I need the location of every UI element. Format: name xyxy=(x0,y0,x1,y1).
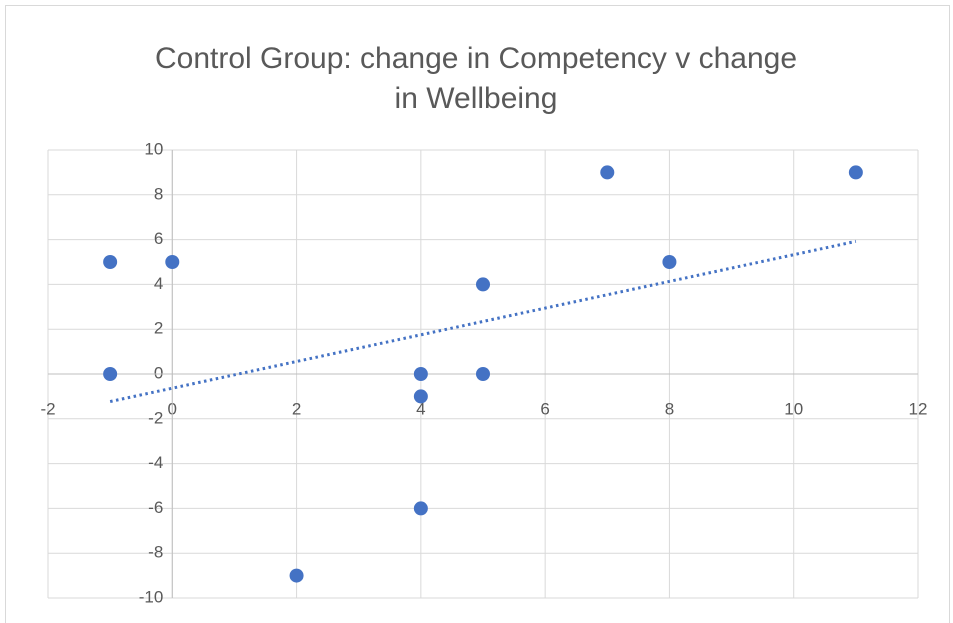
y-tick-label: -4 xyxy=(148,453,163,472)
chart-border xyxy=(5,5,950,623)
y-tick-label: 2 xyxy=(154,319,163,338)
point xyxy=(476,277,490,292)
x-tick-label: 12 xyxy=(909,399,928,418)
chart-title: in Wellbeing xyxy=(395,82,558,115)
x-tick-label: 8 xyxy=(665,399,674,418)
y-tick-label: 4 xyxy=(154,274,163,293)
point xyxy=(165,255,180,269)
y-tick-label: 8 xyxy=(154,184,163,203)
y-tick-label: 0 xyxy=(154,363,163,382)
point xyxy=(848,165,863,180)
trendline xyxy=(109,239,857,404)
point xyxy=(662,255,677,269)
x-tick-label: 4 xyxy=(416,399,425,418)
x-tick-label: 10 xyxy=(784,399,803,418)
chart-title: Control Group: change in Competency v ch… xyxy=(155,42,797,75)
y-tick-label: -2 xyxy=(148,408,163,427)
point xyxy=(413,367,428,381)
point xyxy=(103,367,118,381)
y-tick-label: -8 xyxy=(148,543,163,562)
x-tick-label: -2 xyxy=(40,399,55,418)
x-tick-label: 6 xyxy=(540,399,549,418)
point xyxy=(600,165,615,180)
y-tick-label: 10 xyxy=(144,139,163,158)
point xyxy=(413,501,428,516)
y-tick-label: -6 xyxy=(148,498,163,517)
point xyxy=(476,367,490,381)
point xyxy=(289,568,304,583)
point xyxy=(413,389,428,404)
x-tick-label: 2 xyxy=(292,399,301,418)
y-tick-label: -10 xyxy=(139,587,164,606)
point xyxy=(103,255,118,269)
y-tick-label: 6 xyxy=(154,229,163,248)
